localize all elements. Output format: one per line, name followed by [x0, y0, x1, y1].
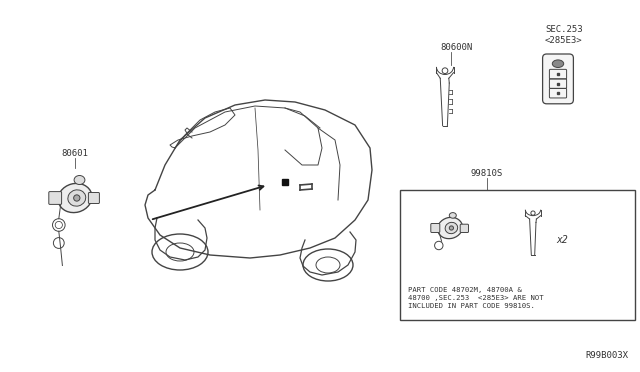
Ellipse shape: [74, 176, 85, 185]
Text: 80601: 80601: [61, 149, 88, 158]
Text: x2: x2: [556, 235, 568, 245]
Text: R99B003X: R99B003X: [585, 351, 628, 360]
Bar: [400, 190, 635, 320]
Ellipse shape: [552, 60, 564, 67]
FancyBboxPatch shape: [543, 54, 573, 104]
Text: PART CODE 48702M, 48700A &
48700 ,SEC.253  <285E3> ARE NOT
INCLUDED IN PART CODE: PART CODE 48702M, 48700A & 48700 ,SEC.25…: [408, 287, 543, 310]
Ellipse shape: [68, 190, 86, 206]
Text: SEC.253
<285E3>: SEC.253 <285E3>: [545, 25, 582, 45]
Ellipse shape: [449, 226, 454, 230]
Ellipse shape: [445, 222, 458, 234]
Ellipse shape: [74, 195, 80, 201]
Ellipse shape: [58, 183, 92, 212]
FancyBboxPatch shape: [431, 224, 440, 232]
FancyBboxPatch shape: [49, 192, 61, 204]
FancyBboxPatch shape: [460, 224, 468, 232]
Ellipse shape: [438, 217, 463, 239]
Text: 80600N: 80600N: [440, 43, 472, 52]
FancyBboxPatch shape: [88, 192, 99, 203]
Text: 99810S: 99810S: [471, 169, 503, 178]
Ellipse shape: [449, 213, 456, 218]
